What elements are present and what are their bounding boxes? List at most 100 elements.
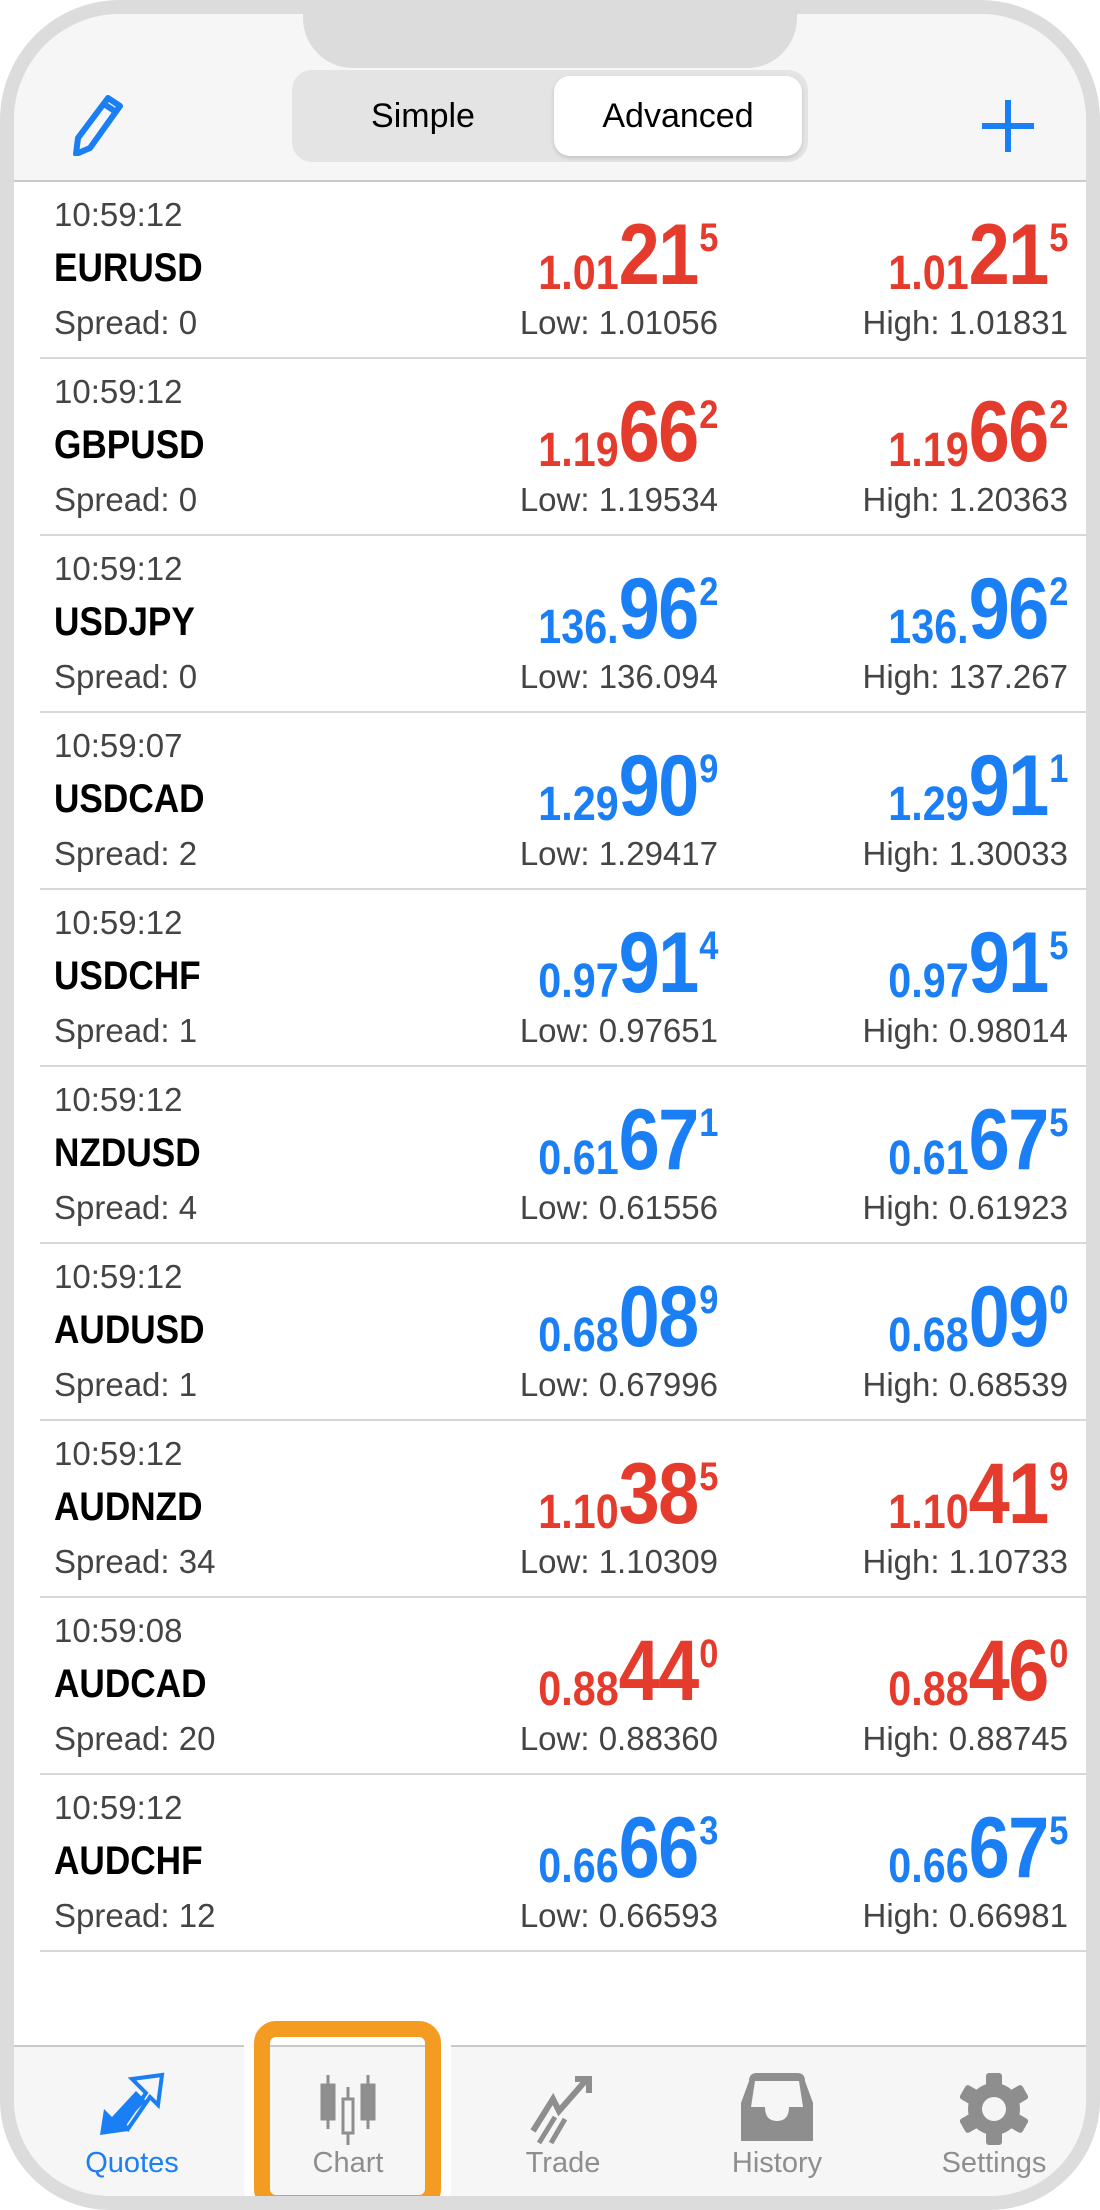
bid-price[interactable]: 1.01 21 5 — [538, 212, 718, 301]
bid-price[interactable]: 0.66 66 3 — [538, 1805, 718, 1894]
gear-icon — [959, 2073, 1029, 2145]
spread: Spread: 4 — [54, 1189, 198, 1226]
high-price: High: 1.30033 — [862, 835, 1069, 872]
tab-quotes[interactable]: Quotes — [32, 2047, 232, 2196]
quote-row[interactable]: 10:59:12 USDJPY Spread: 0 136. 96 2 136.… — [40, 536, 1086, 713]
spread: Spread: 0 — [54, 304, 198, 341]
ask-price[interactable]: 1.29 91 1 — [888, 743, 1068, 832]
price-fraction: 4 — [698, 924, 718, 968]
price-prefix: 136. — [887, 601, 969, 654]
price-prefix: 1.01 — [537, 247, 619, 300]
price-fraction: 0 — [1048, 1632, 1068, 1676]
ask-price[interactable]: 1.10 41 9 — [888, 1451, 1068, 1540]
quote-time: 10:59:07 — [54, 727, 183, 764]
price-fraction: 0 — [1048, 1278, 1068, 1322]
price-prefix: 0.68 — [537, 1309, 619, 1362]
segment-simple[interactable]: Simple — [371, 97, 475, 135]
bid-price[interactable]: 1.10 38 5 — [538, 1451, 718, 1540]
tab-chart[interactable]: Chart — [248, 2047, 448, 2196]
tab-trade[interactable]: Trade — [463, 2047, 663, 2196]
price-prefix: 136. — [537, 601, 619, 654]
price-pips: 08 — [618, 1269, 699, 1365]
bid-price[interactable]: 0.97 91 4 — [538, 920, 718, 1009]
price-pips: 46 — [968, 1623, 1049, 1719]
quote-row[interactable]: 10:59:12 AUDNZD Spread: 34 1.10 38 5 1.1… — [40, 1421, 1086, 1598]
price-fraction: 5 — [1048, 216, 1068, 260]
quote-row[interactable]: 10:59:12 AUDCHF Spread: 12 0.66 66 3 0.6… — [40, 1775, 1086, 1952]
spread: Spread: 20 — [54, 1720, 216, 1757]
quote-row[interactable]: 10:59:12 AUDUSD Spread: 1 0.68 08 9 0.68… — [40, 1244, 1086, 1421]
price-prefix: 1.29 — [887, 778, 969, 831]
quote-row[interactable]: 10:59:12 USDCHF Spread: 1 0.97 91 4 0.97… — [40, 890, 1086, 1067]
quote-time: 10:59:08 — [54, 1612, 183, 1649]
price-fraction: 9 — [698, 1278, 718, 1322]
quote-row[interactable]: 10:59:12 NZDUSD Spread: 4 0.61 67 1 0.61… — [40, 1067, 1086, 1244]
price-prefix: 0.61 — [537, 1132, 619, 1185]
price-prefix: 0.88 — [537, 1663, 619, 1716]
price-pips: 38 — [618, 1446, 699, 1542]
price-pips: 41 — [968, 1446, 1049, 1542]
tab-label: Settings — [941, 2147, 1047, 2179]
price-prefix: 0.88 — [887, 1663, 969, 1716]
ask-price[interactable]: 0.66 67 5 — [888, 1805, 1068, 1894]
pencil-icon[interactable] — [70, 92, 126, 156]
bid-price[interactable]: 0.61 67 1 — [538, 1097, 718, 1186]
quotes-list: 10:59:12 EURUSD Spread: 0 1.01 21 5 1.01… — [14, 182, 1086, 1952]
symbol: NZDUSD — [54, 1131, 201, 1175]
symbol: EURUSD — [54, 246, 203, 290]
high-price: High: 1.01831 — [862, 304, 1069, 341]
quote-row[interactable]: 10:59:08 AUDCAD Spread: 20 0.88 44 0 0.8… — [40, 1598, 1086, 1775]
candlestick-chart-icon — [320, 2075, 376, 2145]
ask-price[interactable]: 0.61 67 5 — [888, 1097, 1068, 1186]
view-mode-segmented-control: Simple Advanced — [292, 70, 808, 162]
bid-price[interactable]: 0.88 44 0 — [538, 1628, 718, 1717]
bid-price[interactable]: 0.68 08 9 — [538, 1274, 718, 1363]
ask-price[interactable]: 0.68 09 0 — [888, 1274, 1068, 1363]
tab-history[interactable]: History — [677, 2047, 877, 2196]
low-price: Low: 0.97651 — [519, 1012, 718, 1049]
quote-row[interactable]: 10:59:12 EURUSD Spread: 0 1.01 21 5 1.01… — [40, 182, 1086, 359]
tab-settings[interactable]: Settings — [894, 2047, 1086, 2196]
quote-row[interactable]: 10:59:07 USDCAD Spread: 2 1.29 90 9 1.29… — [40, 713, 1086, 890]
bid-price[interactable]: 1.29 90 9 — [538, 743, 718, 832]
tab-label: Trade — [525, 2147, 601, 2179]
price-fraction: 5 — [1048, 1809, 1068, 1853]
tab-bar: Quotes Chart Trade Hist — [14, 2045, 1086, 2196]
high-price: High: 1.20363 — [862, 481, 1069, 518]
spread: Spread: 34 — [54, 1543, 216, 1580]
bid-price[interactable]: 1.19 66 2 — [538, 389, 718, 478]
price-pips: 90 — [618, 738, 699, 834]
segment-advanced[interactable]: Advanced — [554, 76, 802, 156]
price-fraction: 5 — [1048, 1101, 1068, 1145]
plus-icon[interactable] — [978, 96, 1038, 156]
ask-price[interactable]: 136. 96 2 — [888, 566, 1068, 655]
low-price: Low: 1.19534 — [519, 481, 718, 518]
low-price: Low: 0.61556 — [519, 1189, 718, 1226]
symbol: AUDUSD — [54, 1308, 205, 1352]
price-fraction: 2 — [1048, 570, 1068, 614]
price-fraction: 1 — [698, 1101, 718, 1145]
high-price: High: 0.68539 — [862, 1366, 1069, 1403]
bid-price[interactable]: 136. 96 2 — [538, 566, 718, 655]
price-pips: 96 — [968, 561, 1049, 657]
ask-price[interactable]: 1.19 66 2 — [888, 389, 1068, 478]
price-pips: 67 — [968, 1092, 1049, 1188]
low-price: Low: 0.67996 — [519, 1366, 718, 1403]
price-pips: 91 — [618, 915, 699, 1011]
high-price: High: 0.61923 — [862, 1189, 1069, 1226]
low-price: Low: 0.88360 — [519, 1720, 718, 1757]
ask-price[interactable]: 0.97 91 5 — [888, 920, 1068, 1009]
price-fraction: 0 — [698, 1632, 718, 1676]
ask-price[interactable]: 0.88 46 0 — [888, 1628, 1068, 1717]
quote-time: 10:59:12 — [54, 550, 183, 587]
price-prefix: 0.97 — [887, 955, 969, 1008]
trade-trend-icon — [530, 2076, 592, 2145]
ask-price[interactable]: 1.01 21 5 — [888, 212, 1068, 301]
quote-row[interactable]: 10:59:12 GBPUSD Spread: 0 1.19 66 2 1.19… — [40, 359, 1086, 536]
price-prefix: 1.19 — [887, 424, 969, 477]
high-price: High: 1.10733 — [862, 1543, 1069, 1580]
spread: Spread: 0 — [54, 658, 198, 695]
price-prefix: 1.19 — [537, 424, 619, 477]
price-pips: 21 — [618, 207, 699, 303]
